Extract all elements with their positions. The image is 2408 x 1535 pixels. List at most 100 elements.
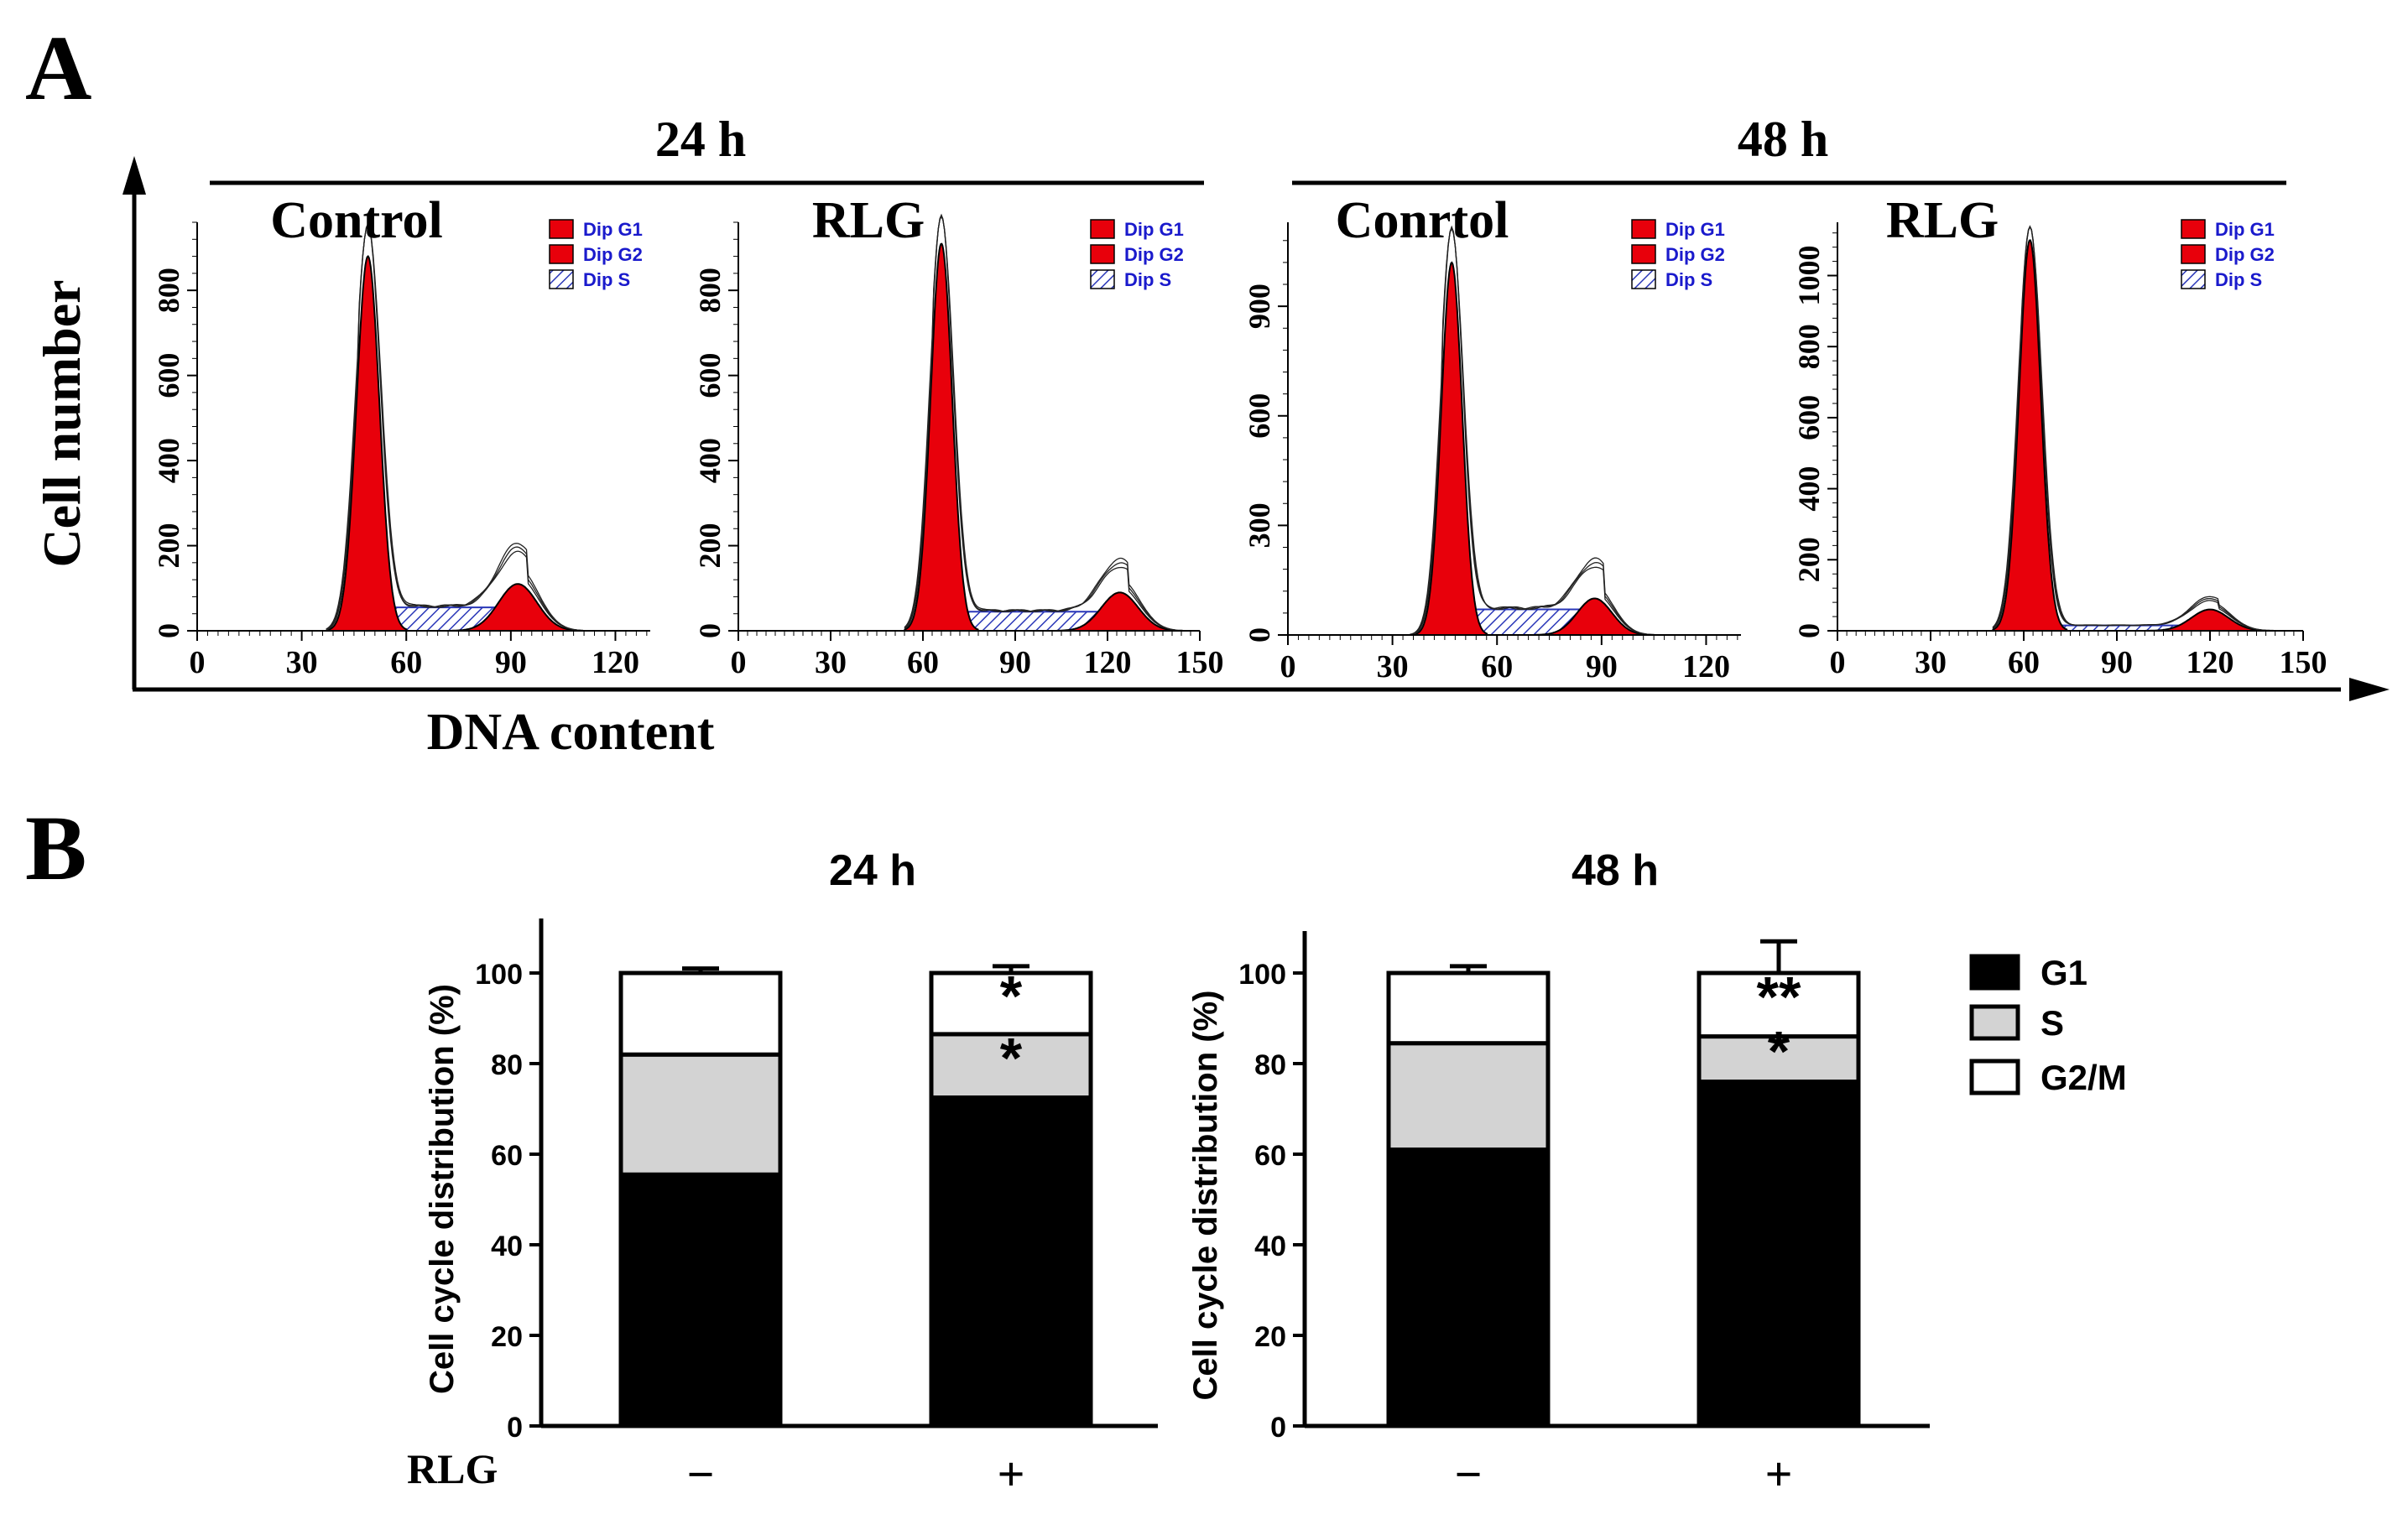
bar-segment-g2m (929, 970, 1093, 1037)
panel-a-x-arrowhead (2349, 678, 2390, 701)
x-tick-label: 60 (2008, 645, 2040, 680)
category-label: − (1454, 1447, 1482, 1501)
y-tick-label: 0 (1243, 627, 1276, 643)
significance-mark: ** (1757, 965, 1801, 1029)
bar-chart-title: 48 h (1571, 846, 1659, 895)
x-tick-label: 90 (999, 645, 1031, 680)
y-tick-label: 0 (152, 623, 185, 638)
x-tick-label: 90 (2101, 645, 2133, 680)
y-axis-label: Cell cycle distribution (%) (424, 984, 461, 1394)
histogram-title: Control (270, 192, 443, 249)
legend-label-s: S (2041, 1003, 2064, 1043)
legend-label: Dip S (1665, 269, 1712, 290)
legend-swatch (1090, 269, 1115, 289)
y-tick-label: 0 (1270, 1412, 1286, 1444)
legend-label: Dip S (2215, 269, 2262, 290)
g1-peak (1415, 261, 1489, 636)
y-tick-label: 400 (693, 438, 727, 483)
g2-peak (2145, 608, 2277, 632)
legend-swatch (1631, 244, 1656, 264)
category-label: + (997, 1447, 1024, 1501)
x-tick-label: 30 (815, 645, 847, 680)
bar-chart-title: 24 h (829, 846, 916, 895)
x-tick-label: 0 (190, 645, 206, 680)
legend-label-g2m: G2/M (2041, 1058, 2127, 1097)
bar-segment-s (1697, 1034, 1861, 1085)
legend-swatch (549, 269, 574, 289)
g1-peak (904, 242, 979, 632)
bar-panel-1: 24 h Cell cycle distribution (%) − + ** 0 20 40… (424, 846, 1158, 1501)
y-axis-label: Cell cycle distribution (%) (1187, 991, 1224, 1401)
y-tick-label: 80 (491, 1049, 523, 1081)
panel-b-letter: B (25, 797, 86, 899)
stacked-bar-panels: 24 h Cell cycle distribution (%) − + ** 0 20 40… (424, 846, 1930, 1501)
y-tick-label: 60 (1254, 1140, 1286, 1172)
legend-label: Dip G2 (2215, 244, 2275, 265)
y-tick-label: 400 (1792, 466, 1826, 512)
legend-swatch (549, 244, 574, 264)
bar-panel-2: 48 h Cell cycle distribution (%) − + *** 0 20 4… (1187, 846, 1930, 1501)
legend-label: Dip G2 (1124, 244, 1184, 265)
y-tick-label: 20 (491, 1321, 523, 1353)
panel-b-legend: G1 S G2/M (1969, 953, 2127, 1097)
legend-swatch (2181, 219, 2206, 239)
bar-segment-g1 (1386, 1147, 1551, 1428)
x-tick-label: 60 (1481, 649, 1513, 684)
y-tick-label: 100 (475, 959, 523, 991)
histogram-panel-3: 0 30 60 90 120 0 300 600 900 Conrtol Dip G1 Dip G2 D… (1243, 192, 1741, 684)
y-tick-label: 600 (152, 353, 185, 398)
x-tick-label: 30 (1377, 649, 1409, 684)
legend-swatch (1090, 219, 1115, 239)
bar-segment-g2m (1697, 970, 1861, 1039)
bar-segment-s (1386, 1041, 1551, 1153)
legend-swatch (1090, 244, 1115, 264)
y-tick-label: 20 (1254, 1321, 1286, 1353)
legend-swatch-g2m (1969, 1059, 2020, 1095)
raw-histogram-trace (326, 224, 581, 632)
bar-segment-g2m (618, 970, 783, 1057)
y-tick-label: 1000 (1792, 246, 1826, 306)
x-tick-label: 150 (1176, 645, 1224, 680)
y-tick-label: 400 (152, 438, 185, 483)
y-tick-label: 900 (1243, 284, 1276, 329)
legend-swatch-s (1969, 1004, 2020, 1041)
legend-swatch (2181, 244, 2206, 264)
x-tick-label: 90 (495, 645, 527, 680)
y-tick-label: 100 (1238, 959, 1286, 991)
x-tick-label: 30 (286, 645, 318, 680)
y-tick-label: 300 (1243, 502, 1276, 548)
histogram-title: RLG (1886, 192, 1999, 249)
y-tick-label: 200 (693, 523, 727, 569)
g2-peak (1534, 597, 1655, 636)
g2-peak (1055, 591, 1186, 632)
raw-histogram-trace (1410, 226, 1658, 636)
y-tick-label: 600 (1243, 393, 1276, 439)
bar-segment-g1 (1697, 1080, 1861, 1428)
g2-peak (451, 583, 584, 632)
x-tick-label: 120 (1682, 649, 1730, 684)
significance-mark: * (1768, 1019, 1790, 1083)
y-tick-label: 600 (1792, 395, 1826, 440)
panel-a-letter: A (25, 17, 91, 119)
time-label-24h: 24 h (655, 112, 746, 167)
histogram-panel-4: 0 30 60 90 120 150 0 200 400 600 800 1000 RLG Dip G1 D… (1792, 192, 2327, 680)
legend-label: Dip G2 (583, 244, 643, 265)
x-tick-label: 60 (390, 645, 422, 680)
x-tick-label: 120 (592, 645, 639, 680)
bar-segment-g1 (929, 1095, 1093, 1428)
legend-label: Dip S (583, 269, 630, 290)
x-tick-label: 120 (1084, 645, 1132, 680)
y-tick-label: 40 (491, 1231, 523, 1262)
y-tick-label: 200 (1792, 537, 1826, 582)
legend-label: Dip G1 (2215, 219, 2275, 240)
legend-swatch (2181, 269, 2206, 289)
category-label: − (686, 1447, 714, 1501)
x-tick-label: 30 (1915, 645, 1947, 680)
panel-a-y-arrowhead (122, 156, 146, 195)
bar-segment-g1 (618, 1172, 783, 1428)
legend-swatch (1631, 219, 1656, 239)
legend-label: Dip G1 (1665, 219, 1725, 240)
y-tick-label: 80 (1254, 1049, 1286, 1081)
